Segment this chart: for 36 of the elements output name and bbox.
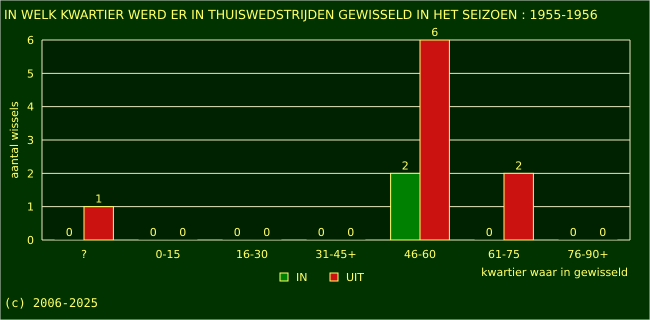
y-axis-title: aantal wissels xyxy=(8,101,21,179)
legend-label: UIT xyxy=(346,271,364,284)
bar xyxy=(504,172,534,240)
data-label: 0 xyxy=(234,226,241,239)
bar xyxy=(84,206,114,240)
data-label: 0 xyxy=(570,226,577,239)
y-tick-label: 6 xyxy=(27,34,34,47)
y-tick-label: 1 xyxy=(27,200,34,214)
data-label: 2 xyxy=(515,159,522,172)
data-label: 0 xyxy=(318,226,325,239)
chart-title: IN WELK KWARTIER WERD ER IN THUISWEDSTRIJDEN GEWISSELD IN HET SEIZOEN : 1955-1956 xyxy=(4,7,598,22)
data-label: 1 xyxy=(95,192,102,206)
data-label: 0 xyxy=(486,226,493,239)
x-tick-label: 16-30 xyxy=(236,248,268,261)
y-tick-label: 3 xyxy=(27,134,34,147)
text: (c) 2006-2025 xyxy=(4,296,98,310)
x-tick-label: 46-60 xyxy=(404,248,436,261)
y-tick-label: 4 xyxy=(27,100,34,114)
x-tick-label: 61-75 xyxy=(488,248,520,261)
x-axis-title: kwartier waar in gewisseld xyxy=(481,266,628,279)
data-label: 0 xyxy=(179,226,186,239)
x-tick-label: ? xyxy=(81,248,88,261)
legend-label: IN xyxy=(296,271,308,284)
y-tick-label: 0 xyxy=(27,234,34,247)
x-tick-label: 0-15 xyxy=(156,248,180,261)
x-tick-label: 31-45+ xyxy=(315,248,357,261)
data-label: 0 xyxy=(150,226,157,239)
data-label: 6 xyxy=(431,26,438,39)
y-tick-label: 5 xyxy=(27,67,34,80)
y-tick-label: 2 xyxy=(27,167,34,180)
data-label: 0 xyxy=(66,226,73,239)
data-label: 2 xyxy=(402,159,409,172)
data-label: 0 xyxy=(599,226,606,239)
x-tick-label: 76-90+ xyxy=(567,248,609,261)
data-label: 0 xyxy=(263,226,270,239)
data-label: 0 xyxy=(347,226,354,239)
